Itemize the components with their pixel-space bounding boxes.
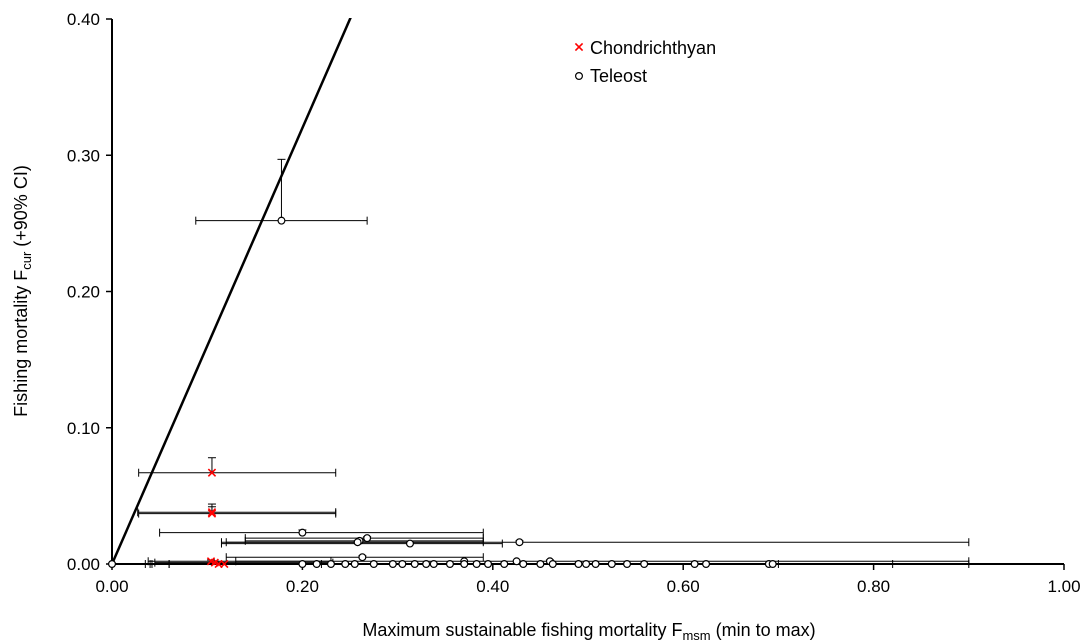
x-tick-label: 0.60 xyxy=(667,577,700,596)
teleost-point xyxy=(702,559,711,568)
legend: Chondrichthyan Teleost xyxy=(574,38,716,86)
teleost-point xyxy=(536,559,545,568)
x-tick-label: 0.40 xyxy=(476,577,509,596)
teleost-point xyxy=(405,539,414,548)
x-tick-label: 0.80 xyxy=(857,577,890,596)
legend-x-marker xyxy=(574,42,584,52)
y-tick-label: 0.00 xyxy=(67,555,100,574)
teleost-point xyxy=(500,559,509,568)
teleost-point xyxy=(398,559,407,568)
teleost-point xyxy=(591,559,600,568)
teleost-point xyxy=(484,559,493,568)
teleost-point xyxy=(312,559,321,568)
y-tick-label: 0.30 xyxy=(67,146,100,165)
axes-group: 0.00 0.20 0.40 0.60 0.80 1.00 0.00 0.10 0.20 0.30… xyxy=(67,10,1081,596)
legend-item-chondrichthyan: Chondrichthyan xyxy=(574,38,716,58)
teleost-point xyxy=(341,559,350,568)
y-tick-label: 0.20 xyxy=(67,283,100,302)
markers-group xyxy=(107,216,777,569)
teleost-point xyxy=(640,559,649,568)
legend-item-teleost: Teleost xyxy=(574,66,647,86)
x-marker-stroke xyxy=(210,558,219,567)
teleost-point xyxy=(574,559,583,568)
legend-circle-marker xyxy=(574,71,583,80)
x-marker-stroke xyxy=(207,508,217,517)
chondrichthyan-point xyxy=(207,468,217,477)
teleost-point xyxy=(388,559,397,568)
chondrichthyan-point xyxy=(220,559,229,569)
y-axis-title: Fishing mortality Fcur (+90% CI) xyxy=(11,165,34,417)
teleost-point xyxy=(445,559,454,568)
legend-label-chondrichthyan: Chondrichthyan xyxy=(590,38,716,58)
x-marker-stroke xyxy=(206,557,216,566)
teleost-point xyxy=(690,559,699,568)
reference-line xyxy=(112,18,352,564)
teleost-point xyxy=(353,538,362,547)
x-axis-title: Maximum sustainable fishing mortality Fm… xyxy=(362,620,815,643)
error-bars-group xyxy=(137,158,970,568)
legend-label-teleost: Teleost xyxy=(590,66,647,86)
teleost-point xyxy=(768,559,777,568)
teleost-point xyxy=(422,559,431,568)
teleost-point xyxy=(326,559,335,568)
chondrichthyan-point xyxy=(207,509,217,518)
teleost-point xyxy=(515,538,524,547)
teleost-point xyxy=(350,559,359,568)
x-marker-stroke xyxy=(220,559,229,569)
teleost-point xyxy=(460,559,469,568)
teleost-point xyxy=(519,559,528,568)
x-tick-label: 0.20 xyxy=(286,577,319,596)
chondrichthyan-point xyxy=(207,508,217,517)
teleost-point xyxy=(358,553,367,562)
teleost-point xyxy=(512,557,521,566)
teleost-point xyxy=(277,216,286,225)
y-tick-label: 0.10 xyxy=(67,419,100,438)
teleost-point xyxy=(623,559,632,568)
teleost-point xyxy=(429,559,438,568)
y-tick-label: 0.40 xyxy=(67,10,100,29)
x-tick-label: 1.00 xyxy=(1047,577,1080,596)
teleost-point xyxy=(472,559,481,568)
teleost-point xyxy=(298,559,307,568)
teleost-point xyxy=(582,559,591,568)
x-marker-stroke xyxy=(207,509,217,518)
teleost-point xyxy=(410,559,419,568)
reference-line-group xyxy=(112,18,352,564)
x-tick-label: 0.00 xyxy=(95,577,128,596)
teleost-point xyxy=(298,528,307,537)
teleost-point xyxy=(607,559,616,568)
x-marker-stroke xyxy=(207,468,217,477)
teleost-point xyxy=(369,559,378,568)
teleost-point xyxy=(548,559,557,568)
teleost-point xyxy=(363,534,372,543)
legend-x-stroke xyxy=(574,42,584,52)
teleost-point xyxy=(107,559,116,568)
